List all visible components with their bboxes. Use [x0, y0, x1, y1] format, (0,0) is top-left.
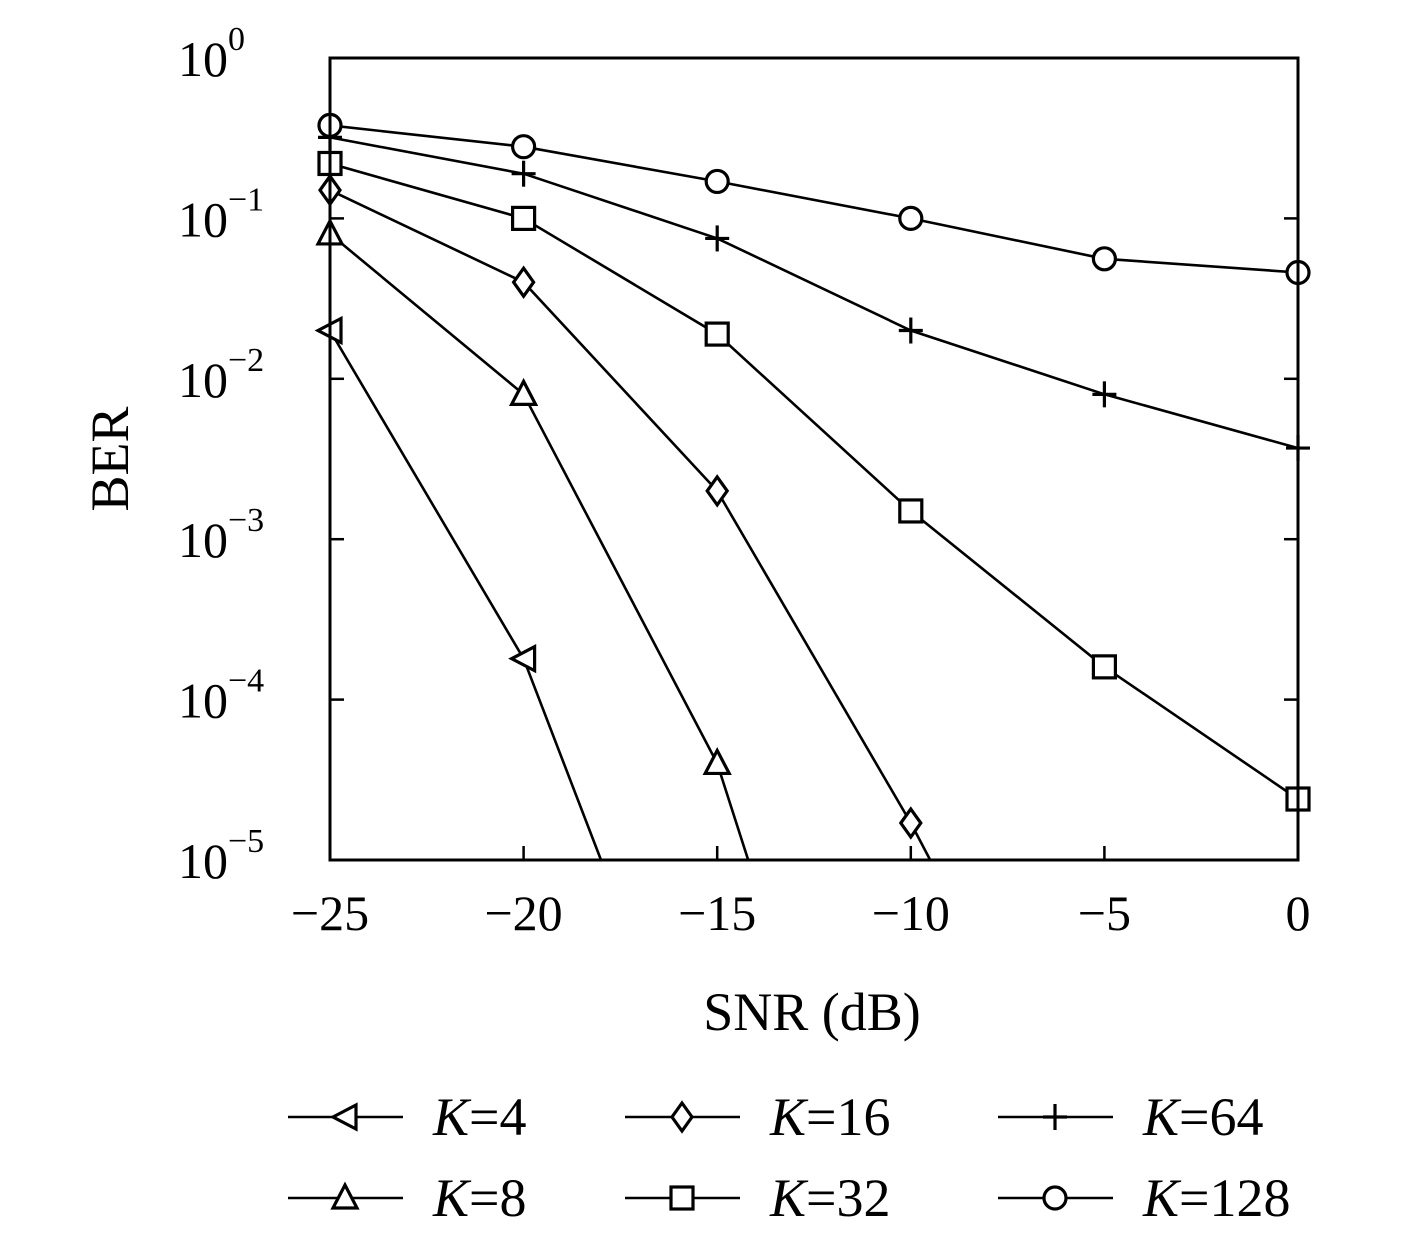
legend-marker [1042, 1185, 1068, 1211]
legend-label: K=4 [432, 1087, 527, 1147]
legend-label: K=32 [769, 1168, 891, 1228]
y-tick-label: 10−1 [178, 181, 264, 247]
series-k-32 [317, 150, 1311, 812]
data-point-marker [705, 474, 730, 508]
series-line [329, 189, 932, 860]
data-point-marker [1091, 246, 1118, 272]
series-layer [314, 112, 1311, 860]
legend-marker [669, 1185, 695, 1211]
x-axis-title: SNR (dB) [703, 982, 921, 1042]
series-line [329, 232, 750, 860]
x-tick-label: −20 [484, 885, 562, 941]
x-tick-label: −10 [872, 885, 950, 941]
data-point-marker [704, 321, 730, 347]
data-point-marker [704, 168, 730, 195]
x-tick-label: −15 [678, 885, 756, 941]
legend-entry-k-32: K=32 [625, 1168, 891, 1228]
series-k-8 [315, 217, 750, 860]
legend: K=4 K=16 K=64 K=8 K=32 K=128 [288, 1087, 1291, 1228]
y-tick-label: 10−3 [178, 502, 264, 568]
x-tick-label: 0 [1286, 885, 1311, 941]
legend-entry-k-128: K=128 [998, 1168, 1291, 1228]
data-point-marker [508, 377, 539, 406]
data-point-marker [508, 644, 537, 674]
series-line [328, 329, 603, 860]
data-point-marker [511, 160, 536, 187]
legend-label: K=8 [432, 1168, 527, 1228]
data-point-marker [1092, 381, 1117, 408]
legend-marker [330, 1181, 360, 1210]
y-tick-label: 10−5 [178, 823, 264, 889]
series-line [329, 136, 1299, 450]
legend-entry-k-4: K=4 [288, 1087, 527, 1147]
plot-area-frame [328, 56, 1300, 862]
series-k-64 [318, 124, 1310, 462]
legend-label: K=128 [1142, 1168, 1291, 1228]
legend-entry-k-16: K=16 [625, 1087, 891, 1147]
data-point-marker [898, 317, 923, 344]
x-tick-label: −25 [291, 885, 369, 941]
series-k-4 [314, 315, 603, 860]
legend-entry-k-8: K=8 [288, 1168, 527, 1228]
legend-marker [329, 1102, 358, 1132]
data-point-marker [1091, 654, 1118, 680]
data-point-marker [702, 746, 732, 776]
legend-label: K=64 [1142, 1087, 1264, 1147]
series-k-128 [317, 112, 1311, 286]
y-axis: 100 10−1 10−2 10−3 10−4 10−5 [178, 21, 1298, 889]
data-point-marker [705, 225, 730, 252]
legend-label: K=16 [769, 1087, 891, 1147]
y-tick-label: 100 [178, 21, 245, 87]
legend-entry-k-64: K=64 [998, 1087, 1264, 1147]
legend-marker [1043, 1104, 1067, 1130]
data-point-marker [510, 205, 537, 231]
legend-marker [670, 1100, 694, 1134]
data-point-marker [898, 498, 924, 524]
x-axis: −25 −20 −15 −10 −5 0 [291, 846, 1311, 941]
y-tick-label: 10−4 [178, 663, 264, 729]
data-point-marker [510, 134, 537, 160]
data-point-marker [898, 806, 923, 840]
x-tick-label: −5 [1078, 885, 1131, 941]
data-point-marker [511, 265, 536, 299]
y-axis-title: BER [80, 406, 140, 511]
data-point-marker [898, 205, 924, 231]
series-line [329, 124, 1299, 274]
y-tick-label: 10−2 [178, 342, 264, 408]
series-line [329, 162, 1299, 801]
